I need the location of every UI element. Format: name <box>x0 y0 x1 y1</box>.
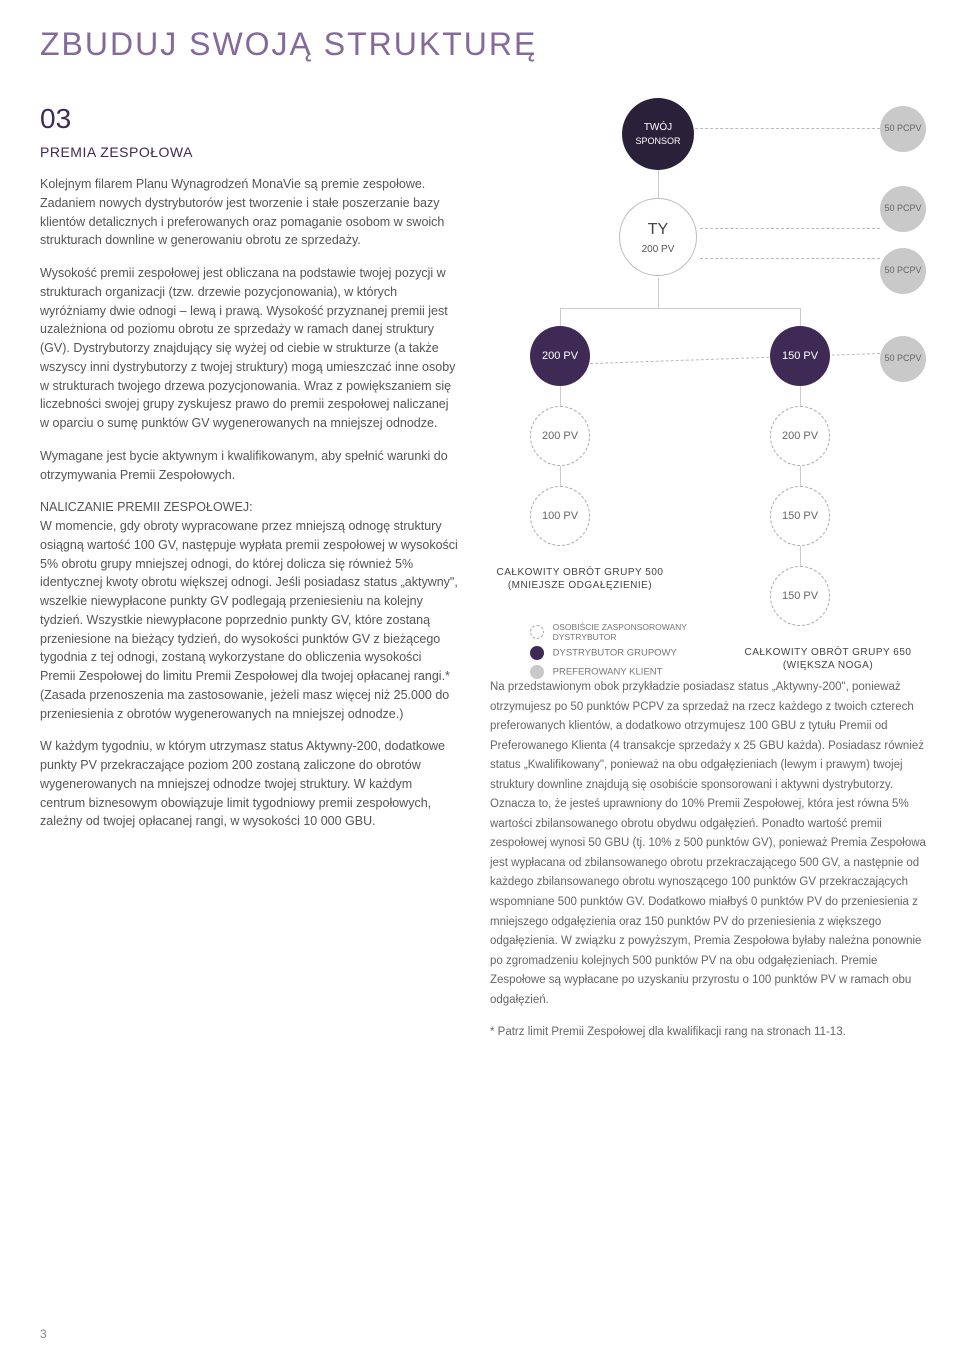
gl-right-1: CAŁKOWITY OBRÓT GRUPY 650 <box>745 647 912 658</box>
right-footnote: * Patrz limit Premii Zespołowej dla kwal… <box>490 1024 930 1041</box>
group-label-right: CAŁKOWITY OBRÓT GRUPY 650 (WIĘKSZA NOGA) <box>738 646 918 672</box>
node-right-2: 200 PV <box>770 406 830 466</box>
legend-icon-grey <box>530 665 544 679</box>
legend-row-2: DYSTRYBUTOR GRUPOWY <box>530 646 703 661</box>
right-column: TWÓJ SPONSOR TY 200 PV 50 PCPV 50 PCPV 5… <box>490 98 930 1042</box>
sponsor-l1: TWÓJ <box>644 120 672 135</box>
node-right-4: 150 PV <box>770 566 830 626</box>
node-left-3: 100 PV <box>530 486 590 546</box>
paragraph-3: Wymagane jest bycie aktywnym i kwalifiko… <box>40 447 460 485</box>
paragraph-4: NALICZANIE PREMII ZESPOŁOWEJ: W momencie,… <box>40 498 460 723</box>
legend-icon-dark <box>530 646 544 660</box>
node-pcpv-2: 50 PCPV <box>880 186 926 232</box>
node-sponsor: TWÓJ SPONSOR <box>622 98 694 170</box>
structure-diagram: TWÓJ SPONSOR TY 200 PV 50 PCPV 50 PCPV 5… <box>490 98 930 658</box>
ty-l2: 200 PV <box>642 242 675 257</box>
node-left-1: 200 PV <box>530 326 590 386</box>
paragraph-1: Kolejnym filarem Planu Wynagrodzeń MonaV… <box>40 175 460 250</box>
legend-row-3: PREFEROWANY KLIENT <box>530 665 703 680</box>
section-number: 03 <box>40 98 460 140</box>
gl-left-2: (MNIEJSZE ODGAŁĘZIENIE) <box>508 580 652 591</box>
node-pcpv-3: 50 PCPV <box>880 248 926 294</box>
node-pcpv-1: 50 PCPV <box>880 106 926 152</box>
node-right-3: 150 PV <box>770 486 830 546</box>
right-paragraph: Na przedstawionym obok przykładzie posia… <box>490 678 930 1010</box>
left-column: 03 PREMIA ZESPOŁOWA Kolejnym filarem Pla… <box>40 98 460 1042</box>
sponsor-l2: SPONSOR <box>635 135 680 149</box>
node-ty: TY 200 PV <box>619 198 697 276</box>
gl-right-2: (WIĘKSZA NOGA) <box>783 660 873 671</box>
subhead: NALICZANIE PREMII ZESPOŁOWEJ: <box>40 500 253 514</box>
legend-text-1: OSOBIŚCIE ZASPONSOROWANY DYSTRYBUTOR <box>553 622 703 642</box>
page-title: ZBUDUJ SWOJĄ STRUKTURĘ <box>40 20 920 68</box>
gl-left-1: CAŁKOWITY OBRÓT GRUPY 500 <box>497 567 664 578</box>
paragraph-2: Wysokość premii zespołowej jest obliczan… <box>40 264 460 433</box>
group-label-left: CAŁKOWITY OBRÓT GRUPY 500 (MNIEJSZE ODGA… <box>490 566 670 592</box>
page-number: 3 <box>40 1325 47 1343</box>
node-right-1: 150 PV <box>770 326 830 386</box>
section-title: PREMIA ZESPOŁOWA <box>40 142 460 163</box>
legend-row-1: OSOBIŚCIE ZASPONSOROWANY DYSTRYBUTOR <box>530 622 703 642</box>
node-left-2: 200 PV <box>530 406 590 466</box>
legend-text-3: PREFEROWANY KLIENT <box>553 667 663 678</box>
legend: OSOBIŚCIE ZASPONSOROWANY DYSTRYBUTOR DYS… <box>530 618 703 684</box>
ty-l1: TY <box>648 218 668 242</box>
paragraph-4-body: W momencie, gdy obroty wypracowane przez… <box>40 519 458 721</box>
legend-text-2: DYSTRYBUTOR GRUPOWY <box>553 648 677 659</box>
node-pcpv-4: 50 PCPV <box>880 336 926 382</box>
paragraph-5: W każdym tygodniu, w którym utrzymasz st… <box>40 737 460 831</box>
legend-icon-dashed <box>530 625 544 639</box>
